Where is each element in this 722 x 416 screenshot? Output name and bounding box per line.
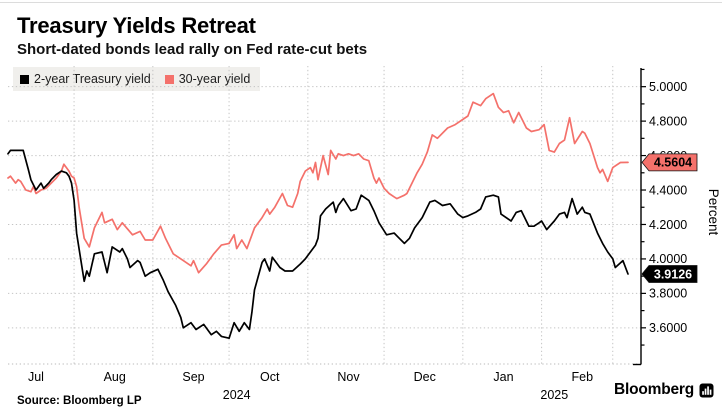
chart-title: Treasury Yields Retreat: [17, 13, 256, 38]
month-label: Jul: [28, 370, 44, 384]
y-axis-title: Percent: [706, 189, 721, 236]
series-line-two-year: [7, 149, 629, 340]
bloomberg-wordmark: Bloomberg: [613, 381, 694, 398]
month-label: Jan: [493, 370, 513, 384]
y-tick-label: 4.2000: [649, 218, 687, 232]
month-label: Aug: [104, 370, 126, 384]
legend-label-thirty-year: 30-year yield: [178, 72, 251, 86]
top-divider: [0, 2, 722, 3]
month-label: Dec: [414, 370, 436, 384]
value-badge-label-thirty-year: 4.5604: [654, 156, 692, 170]
y-tick-label: 3.6000: [649, 321, 687, 335]
legend-swatch-two-year: [20, 74, 29, 84]
y-tick-label: 4.8000: [649, 114, 687, 128]
legend-label-two-year: 2-year Treasury yield: [34, 72, 151, 86]
y-tick-label: 3.8000: [649, 287, 687, 301]
y-tick-label: 5.0000: [649, 80, 687, 94]
value-badge-label-two-year: 3.9126: [654, 267, 692, 281]
y-tick-label: 4.4000: [649, 183, 687, 197]
legend-item-thirty-year: 30-year yield: [164, 72, 251, 86]
chart-legend: 2-year Treasury yield 30-year yield: [13, 67, 261, 91]
bloomberg-terminal-icon: [699, 383, 714, 397]
legend-item-two-year: 2-year Treasury yield: [20, 72, 151, 86]
month-label: Nov: [337, 370, 360, 384]
series-line-thirty-year: [7, 92, 629, 274]
source-attribution: Source: Bloomberg LP: [17, 395, 142, 407]
year-label: 2024: [223, 388, 251, 402]
year-label: 2025: [540, 388, 568, 402]
y-tick-label: 4.0000: [649, 252, 687, 266]
month-label: Feb: [571, 370, 593, 384]
month-label: Oct: [260, 370, 280, 384]
month-label: Sep: [182, 370, 204, 384]
value-badge-thirty-year: [641, 153, 698, 172]
bloomberg-logo: Bloomberg: [614, 381, 714, 399]
legend-swatch-thirty-year: [164, 74, 174, 84]
chart-subtitle: Short-dated bonds lead rally on Fed rate…: [17, 41, 368, 58]
value-badge-two-year: [641, 265, 698, 283]
